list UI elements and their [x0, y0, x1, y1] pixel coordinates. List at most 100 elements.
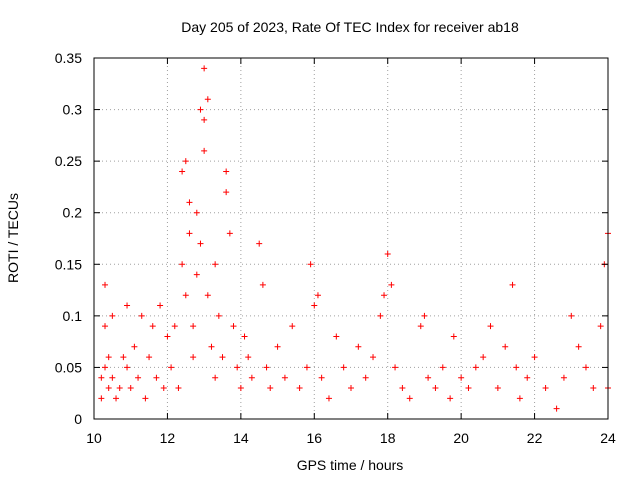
data-point: [281, 374, 288, 381]
data-point: [168, 364, 175, 371]
data-point: [340, 364, 347, 371]
data-point: [274, 343, 281, 350]
data-point: [223, 168, 230, 175]
data-point: [406, 395, 413, 402]
data-point: [458, 374, 465, 381]
data-point: [432, 385, 439, 392]
data-point: [120, 354, 127, 361]
data-point: [223, 189, 230, 196]
data-point: [98, 395, 105, 402]
data-point: [307, 261, 314, 268]
data-point: [219, 354, 226, 361]
data-point: [102, 364, 109, 371]
data-point: [124, 302, 131, 309]
data-point: [447, 395, 454, 402]
data-point: [164, 333, 171, 340]
data-point: [362, 374, 369, 381]
x-tick-label: 14: [233, 430, 249, 446]
data-point: [494, 385, 501, 392]
y-axis-label: ROTI / TECUs: [5, 193, 21, 283]
data-point: [138, 312, 145, 319]
data-point: [102, 323, 109, 330]
data-point: [417, 323, 424, 330]
data-point: [425, 374, 432, 381]
data-point: [245, 354, 252, 361]
data-point: [212, 261, 219, 268]
data-point: [575, 343, 582, 350]
data-point: [201, 147, 208, 154]
data-point: [127, 385, 134, 392]
data-point: [197, 240, 204, 247]
data-point: [590, 385, 597, 392]
data-point: [131, 343, 138, 350]
data-point: [142, 395, 149, 402]
data-point: [186, 230, 193, 237]
data-point: [113, 395, 120, 402]
data-point: [524, 374, 531, 381]
data-point: [314, 292, 321, 299]
data-point: [303, 364, 310, 371]
data-point: [193, 271, 200, 278]
y-tick-label: 0.05: [55, 359, 82, 375]
data-point: [248, 374, 255, 381]
data-point: [289, 323, 296, 330]
axis-ticks: [93, 57, 609, 420]
data-point: [263, 364, 270, 371]
data-point: [355, 343, 362, 350]
data-point: [171, 323, 178, 330]
x-axis-label: GPS time / hours: [297, 457, 404, 473]
data-point: [597, 323, 604, 330]
data-point: [513, 364, 520, 371]
data-point: [208, 343, 215, 350]
data-point: [193, 209, 200, 216]
data-point: [179, 168, 186, 175]
data-point: [201, 65, 208, 72]
data-point: [542, 385, 549, 392]
data-point: [582, 364, 589, 371]
data-point: [197, 106, 204, 113]
x-tick-label: 24: [600, 430, 616, 446]
x-tick-label: 20: [453, 430, 469, 446]
data-point: [384, 250, 391, 257]
data-point: [109, 312, 116, 319]
data-point: [267, 385, 274, 392]
data-point: [226, 230, 233, 237]
plot-frame: [93, 57, 609, 420]
data-point: [105, 385, 112, 392]
data-point: [153, 374, 160, 381]
data-point: [509, 281, 516, 288]
x-tick-labels: 10 12 14 16 18 20 22 24: [86, 430, 616, 446]
data-point: [333, 333, 340, 340]
chart-title: Day 205 of 2023, Rate Of TEC Index for r…: [181, 19, 519, 35]
x-tick-label: 16: [306, 430, 322, 446]
y-tick-label: 0.3: [63, 102, 83, 118]
y-tick-label: 0.35: [55, 50, 82, 66]
data-point: [531, 354, 538, 361]
data-point: [215, 312, 222, 319]
y-tick-label: 0: [74, 411, 82, 427]
y-tick-label: 0.1: [63, 308, 83, 324]
data-point: [421, 312, 428, 319]
data-point: [325, 395, 332, 402]
data-point: [370, 354, 377, 361]
data-point: [553, 405, 560, 412]
data-point: [175, 385, 182, 392]
data-point: [135, 374, 142, 381]
data-point: [230, 323, 237, 330]
data-point: [487, 323, 494, 330]
data-point: [472, 364, 479, 371]
x-tick-label: 22: [527, 430, 543, 446]
data-point: [124, 364, 131, 371]
data-point: [179, 261, 186, 268]
data-point: [392, 364, 399, 371]
x-tick-label: 12: [160, 430, 176, 446]
data-point: [234, 364, 241, 371]
data-point: [256, 240, 263, 247]
data-point: [241, 333, 248, 340]
data-point: [560, 374, 567, 381]
data-point: [201, 116, 208, 123]
y-tick-label: 0.25: [55, 153, 82, 169]
x-tick-label: 18: [380, 430, 396, 446]
data-point: [237, 385, 244, 392]
